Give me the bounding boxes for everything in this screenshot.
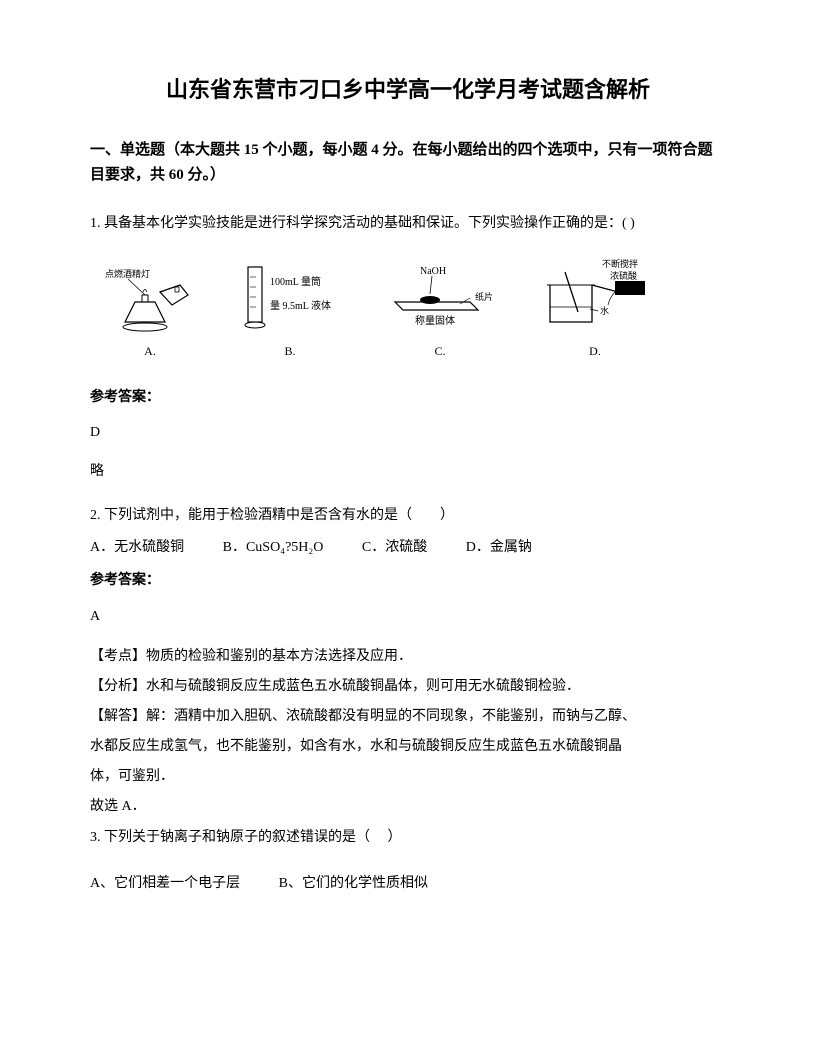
diagram-c-annote3: 称量固体 bbox=[415, 314, 455, 327]
q2-solution2: 水都反应生成氢气，也不能鉴别，如含有水，水和与硫酸铜反应生成蓝色五水硫酸铜晶 bbox=[90, 733, 726, 761]
q1-text: 1. 具备基本化学实验技能是进行科学探究活动的基础和保证。下列实验操作正确的是：… bbox=[90, 209, 726, 240]
diagram-d-annote3: 水 bbox=[600, 305, 609, 316]
lamp-icon: 点燃酒精灯 bbox=[100, 267, 200, 337]
diagram-c-annote2: 纸片 bbox=[475, 291, 493, 302]
q3-opt-a: A、它们相差一个电子层 bbox=[90, 876, 240, 891]
diagram-b-label: B. bbox=[284, 341, 295, 363]
diagram-c-label: C. bbox=[434, 341, 445, 363]
q2-analysis: 【分析】水和与硫酸铜反应生成蓝色五水硫酸铜晶体，则可用无水硫酸铜检验． bbox=[90, 673, 726, 701]
cylinder-icon: 100mL 量筒 量 9.5mL 液体 bbox=[230, 257, 350, 337]
diagram-c: NaOH 纸片 称量固体 C. bbox=[380, 262, 500, 363]
weigh-icon: NaOH 纸片 称量固体 bbox=[380, 262, 500, 337]
diagram-d-annote1: 不断搅拌 bbox=[602, 258, 638, 269]
diagram-d: 不断搅拌 浓硫酸 水 D. bbox=[530, 257, 660, 363]
q1-answer: D bbox=[90, 420, 726, 445]
diagram-d-label: D. bbox=[589, 341, 601, 363]
q2-opt-d: D．金属钠 bbox=[466, 540, 532, 555]
q2-options: A．无水硫酸铜 B．CuSO₄?5H₂O C．浓硫酸 D．金属钠 bbox=[90, 535, 726, 560]
q2-solution3: 体，可鉴别． bbox=[90, 763, 726, 791]
q2-answer-label: 参考答案： bbox=[90, 568, 726, 593]
q1-brief: 略 bbox=[90, 459, 726, 484]
diagram-b: 100mL 量筒 量 9.5mL 液体 B. bbox=[230, 257, 350, 363]
diagram-a: 点燃酒精灯 A. bbox=[100, 267, 200, 363]
q2-text: 2. 下列试剂中，能用于检验酒精中是否含有水的是（ ） bbox=[90, 503, 726, 530]
q2-point: 【考点】物质的检验和鉴别的基本方法选择及应用． bbox=[90, 643, 726, 671]
q1-answer-label: 参考答案： bbox=[90, 385, 726, 410]
q3-options: A、它们相差一个电子层 B、它们的化学性质相似 bbox=[90, 871, 726, 896]
q2-opt-b: B．CuSO₄?5H₂O bbox=[223, 540, 324, 555]
q2-opt-a: A．无水硫酸铜 bbox=[90, 540, 184, 555]
q3-opt-b: B、它们的化学性质相似 bbox=[279, 876, 428, 891]
diagram-b-annote1: 100mL 量筒 bbox=[270, 275, 321, 288]
page-title: 山东省东营市刁口乡中学高一化学月考试题含解析 bbox=[90, 70, 726, 110]
diagram-c-annote1: NaOH bbox=[420, 266, 446, 277]
q1-diagrams: 点燃酒精灯 A. 100mL 量筒 量 9.5mL 液体 B. NaOH bbox=[90, 257, 726, 363]
q2-solution1: 【解答】解：酒精中加入胆矾、浓硫酸都没有明显的不同现象，不能鉴别，而钠与乙醇、 bbox=[90, 703, 726, 731]
diagram-a-label: A. bbox=[144, 341, 156, 363]
q3-text: 3. 下列关于钠离子和钠原子的叙述错误的是（ ） bbox=[90, 825, 726, 852]
diagram-d-annote2: 浓硫酸 bbox=[610, 270, 637, 281]
q2-opt-c: C．浓硫酸 bbox=[362, 540, 427, 555]
diagram-b-annote2: 量 9.5mL 液体 bbox=[270, 299, 331, 312]
beaker-icon: 不断搅拌 浓硫酸 水 bbox=[530, 257, 660, 337]
section-header: 一、单选题（本大题共 15 个小题，每小题 4 分。在每小题给出的四个选项中，只… bbox=[90, 138, 726, 189]
q2-conclusion: 故选 A． bbox=[90, 793, 726, 821]
diagram-a-annote: 点燃酒精灯 bbox=[105, 268, 150, 279]
q2-answer: A bbox=[90, 604, 726, 629]
